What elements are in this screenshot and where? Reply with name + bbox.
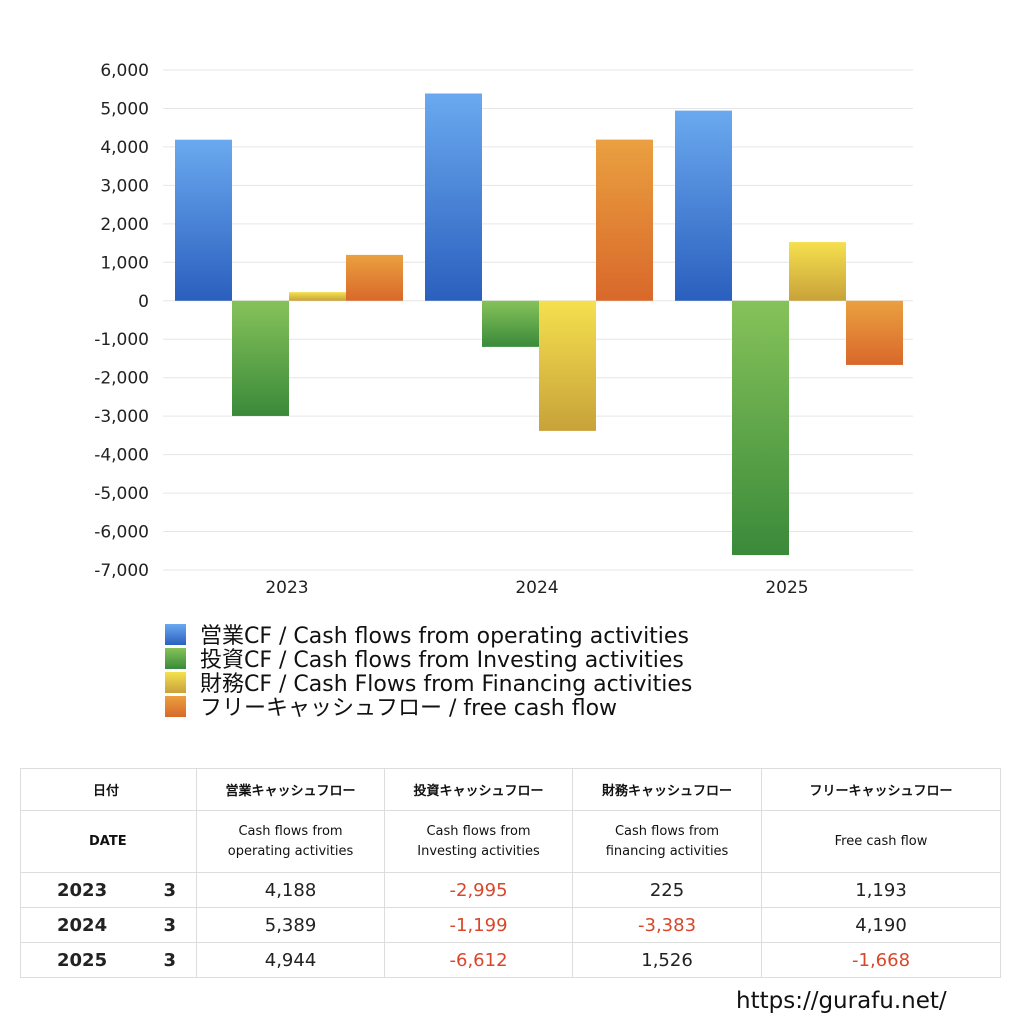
x-category-label: 2023 <box>265 578 308 598</box>
row-free: 1,193 <box>761 872 1002 908</box>
legend-item-investing: 投資CF / Cash flows from Investing activit… <box>165 646 692 673</box>
header-investing-jp: 投資キャッシュフロー <box>384 768 574 811</box>
chart-legend: 営業CF / Cash flows from operating activit… <box>165 622 692 721</box>
y-tick-label: -5,000 <box>94 484 149 504</box>
header-investing-en: Cash flows from Investing activities <box>384 810 574 873</box>
header-financing-en-line1: Cash flows from <box>614 823 720 839</box>
y-tick-label: -6,000 <box>94 523 149 543</box>
header-free-en: Free cash flow <box>761 810 1002 873</box>
bar-operating-2024 <box>425 93 482 301</box>
header-financing-en-line2: financing activities <box>605 843 729 859</box>
header-date-jp: 日付 <box>19 768 198 811</box>
bar-operating-2023 <box>175 139 232 301</box>
bar-operating-2025 <box>675 110 732 301</box>
row-investing: -2,995 <box>384 872 574 908</box>
y-tick-label: -1,000 <box>94 330 149 350</box>
header-investing-en-line1: Cash flows from <box>426 823 531 839</box>
row-operating: 4,944 <box>196 942 386 978</box>
row-month: 3 <box>145 942 198 978</box>
y-axis-ticks: 6,000 5,000 4,000 3,000 2,000 1,000 0 -1,000 -2,… <box>94 61 149 581</box>
row-free: -1,668 <box>761 942 1002 978</box>
row-financing: -3,383 <box>572 907 763 943</box>
y-tick-label: 4,000 <box>100 138 149 158</box>
legend-label-financing: 財務CF / Cash Flows from Financing activit… <box>200 672 693 697</box>
row-investing: -1,199 <box>384 907 574 943</box>
cash-flow-bar-chart: 6,000 5,000 4,000 3,000 2,000 1,000 0 -1,000 -2,… <box>94 61 913 598</box>
header-operating-jp: 営業キャッシュフロー <box>196 768 386 811</box>
header-operating-en: Cash flows from operating activities <box>196 810 386 873</box>
x-category-label: 2024 <box>515 578 558 598</box>
y-tick-label: 2,000 <box>100 215 149 235</box>
row-month: 3 <box>145 907 198 943</box>
header-financing-en: Cash flows from financing activities <box>572 810 763 873</box>
bar-investing-2025 <box>732 300 789 556</box>
bar-investing-2024 <box>482 300 539 347</box>
x-category-label: 2025 <box>765 578 808 598</box>
bar-financing-2025 <box>789 242 846 301</box>
bars <box>175 93 903 556</box>
row-year: 2024 <box>20 907 146 943</box>
table-row: 2024 3 5,389 -1,199 -3,383 4,190 <box>20 907 1002 943</box>
bar-financing-2023 <box>289 292 346 301</box>
legend-swatch-investing <box>165 647 186 669</box>
header-operating-en-line1: Cash flows from <box>238 823 343 839</box>
bar-free-2025 <box>846 300 903 365</box>
legend-swatch-free <box>165 695 186 717</box>
row-financing: 225 <box>572 872 763 908</box>
row-year: 2025 <box>20 942 146 978</box>
row-operating: 4,188 <box>196 872 386 908</box>
legend-swatch-financing <box>165 671 186 693</box>
row-investing: -6,612 <box>384 942 574 978</box>
legend-item-operating: 営業CF / Cash flows from operating activit… <box>165 622 692 649</box>
header-operating-en-line2: operating activities <box>227 843 354 859</box>
bar-investing-2023 <box>232 300 289 416</box>
table-header-jp: 日付 営業キャッシュフロー 投資キャッシュフロー 財務キャッシュフロー フリーキ… <box>19 768 1002 811</box>
y-tick-label: -2,000 <box>94 369 149 389</box>
y-tick-label: 1,000 <box>100 253 149 273</box>
y-tick-label: -4,000 <box>94 446 149 466</box>
row-financing: 1,526 <box>572 942 763 978</box>
row-operating: 5,389 <box>196 907 386 943</box>
legend-item-free: フリーキャッシュフロー / free cash flow <box>165 694 692 721</box>
y-tick-label: 3,000 <box>100 176 149 196</box>
header-free-jp: フリーキャッシュフロー <box>761 768 1002 811</box>
legend-label-investing: 投資CF / Cash flows from Investing activit… <box>200 648 684 673</box>
table-row: 2023 3 4,188 -2,995 225 1,193 <box>20 872 1002 908</box>
row-free: 4,190 <box>761 907 1002 943</box>
site-url[interactable]: https://gurafu.net/ <box>736 988 947 1014</box>
row-year: 2023 <box>20 872 146 908</box>
y-tick-label: -7,000 <box>94 561 149 581</box>
row-month: 3 <box>145 872 198 908</box>
bar-free-2023 <box>346 254 403 301</box>
y-tick-label: 0 <box>138 292 149 312</box>
legend-label-operating: 営業CF / Cash flows from operating activit… <box>200 624 689 649</box>
y-tick-label: -3,000 <box>94 407 149 427</box>
header-financing-jp: 財務キャッシュフロー <box>572 768 763 811</box>
table-row: 2025 3 4,944 -6,612 1,526 -1,668 <box>20 942 1002 978</box>
table-header-en: DATE Cash flows from operating activities… <box>19 810 1002 873</box>
legend-swatch-operating <box>165 623 186 645</box>
cash-flow-table: 日付 営業キャッシュフロー 投資キャッシュフロー 財務キャッシュフロー フリーキ… <box>19 768 1002 978</box>
y-tick-label: 5,000 <box>100 99 149 119</box>
header-investing-en-line2: Investing activities <box>417 843 540 859</box>
legend-item-financing: 財務CF / Cash Flows from Financing activit… <box>165 670 692 697</box>
bar-financing-2024 <box>539 300 596 431</box>
bar-free-2024 <box>596 139 653 301</box>
header-date-en: DATE <box>19 810 198 873</box>
y-tick-label: 6,000 <box>100 61 149 81</box>
x-axis-categories: 2023 2024 2025 <box>265 578 808 598</box>
legend-label-free: フリーキャッシュフロー / free cash flow <box>200 696 618 721</box>
